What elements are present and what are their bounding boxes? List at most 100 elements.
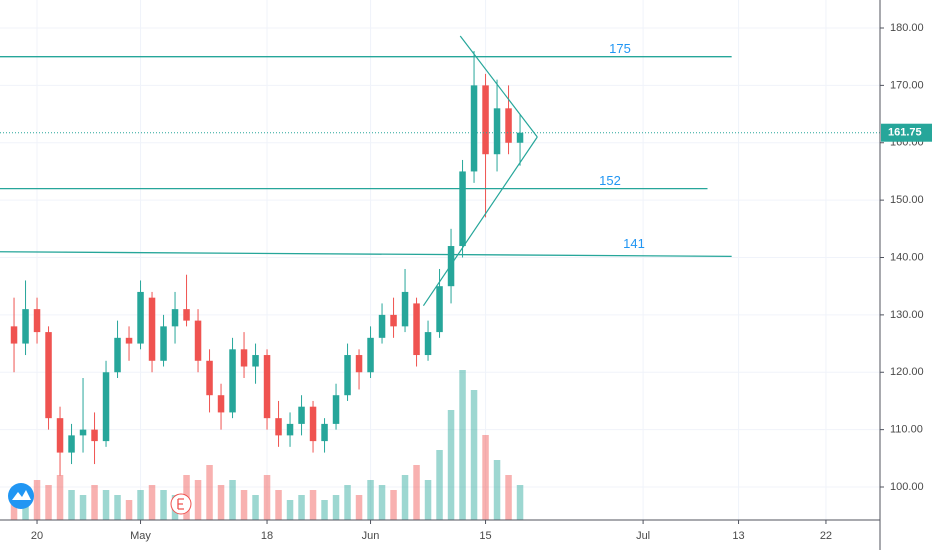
volume-bar: [45, 485, 52, 520]
volume-bar: [33, 480, 41, 520]
candle-body: [459, 171, 466, 247]
earnings-marker[interactable]: [170, 493, 192, 515]
volume-bar: [367, 480, 374, 520]
candle-body: [447, 246, 455, 287]
x-tick-label: 18: [261, 530, 273, 542]
last-price-label: 161.75: [888, 127, 922, 139]
candle-body: [45, 332, 52, 419]
volume-bar: [79, 495, 87, 520]
candle-body: [436, 286, 443, 333]
candle-body: [378, 314, 386, 338]
volume-bar: [275, 490, 282, 520]
candle-body: [321, 423, 328, 442]
candle-body: [401, 291, 409, 327]
y-tick-label: 110.00: [890, 424, 923, 436]
volume-bar: [459, 370, 466, 520]
volume-bar: [493, 460, 501, 520]
volume-bar: [401, 475, 409, 520]
volume-bar: [137, 490, 144, 520]
candle-body: [56, 418, 64, 453]
volume-bar: [148, 485, 156, 520]
level-label: 141: [623, 236, 645, 251]
earnings-icon: [177, 498, 184, 510]
last-price-box: [881, 123, 932, 142]
volume-bar: [436, 450, 443, 520]
volume-bar: [332, 495, 340, 520]
candle-body: [470, 85, 478, 172]
y-tick-label: 170.00: [890, 79, 924, 91]
volume-bar: [309, 490, 317, 520]
candle-body: [148, 297, 156, 361]
candle-body: [390, 314, 397, 327]
candle-body: [367, 337, 374, 373]
volume-bar: [298, 495, 305, 520]
x-tick-label: 15: [479, 530, 491, 542]
volume-bar: [286, 500, 294, 520]
level-label: 175: [609, 41, 631, 56]
candle-body: [424, 332, 432, 356]
candle-body: [229, 349, 236, 413]
volume-bar: [505, 475, 512, 520]
volume-bar: [217, 485, 225, 520]
volume-bar: [252, 495, 259, 520]
candle-body: [102, 372, 110, 442]
volume-bar: [424, 480, 432, 520]
x-tick-label: Jul: [636, 530, 650, 542]
candle-body: [240, 349, 248, 367]
candle-body: [22, 309, 29, 344]
y-tick-label: 130.00: [890, 309, 924, 321]
volume-bar: [390, 490, 397, 520]
candles: [10, 50, 524, 476]
x-tick-label: Jun: [362, 530, 380, 542]
x-tick-label: May: [130, 530, 151, 542]
y-tick-label: 100.00: [890, 481, 924, 493]
volume-bar: [91, 485, 98, 520]
candle-body: [252, 355, 259, 367]
candle-body: [344, 355, 351, 396]
y-tick-label: 180.00: [890, 22, 924, 34]
volume-bar: [470, 390, 478, 520]
candle-body: [125, 337, 133, 344]
candle-body: [10, 326, 18, 344]
candle-body: [505, 108, 512, 143]
volume-bar: [229, 480, 236, 520]
volume-bar: [68, 490, 75, 520]
volume-bar: [344, 485, 351, 520]
volume-bar: [413, 465, 420, 520]
volume-bar: [240, 490, 248, 520]
candle-body: [413, 303, 420, 356]
level-line: [0, 251, 732, 258]
volume-bar: [125, 500, 133, 520]
candle-body: [194, 320, 202, 361]
volume-bar: [102, 490, 110, 520]
trend-line: [422, 136, 538, 307]
candle-body: [298, 406, 305, 424]
volume-bar: [447, 410, 455, 520]
y-tick-label: 140.00: [890, 251, 924, 263]
x-tick-label: 22: [820, 530, 832, 542]
candle-body: [160, 326, 167, 361]
x-tick-label: 20: [31, 530, 43, 542]
candle-body: [79, 429, 87, 436]
candle-body: [263, 355, 271, 419]
volume-bar: [114, 495, 121, 520]
grid: [0, 0, 880, 520]
volume-bar: [355, 495, 363, 520]
candle-body: [68, 435, 75, 453]
candle-body: [183, 309, 190, 321]
candle-body: [286, 423, 294, 436]
candle-body: [33, 309, 41, 333]
volume-bar: [194, 480, 202, 520]
annotations: 175 152 141: [0, 35, 880, 307]
logo-icon: [12, 490, 31, 500]
volume-bar: [263, 475, 271, 520]
volume-bar: [516, 485, 524, 520]
trend-line: [459, 35, 538, 138]
volume-bar: [160, 490, 167, 520]
candle-body: [355, 355, 363, 373]
candle-body: [482, 85, 489, 155]
candle-body: [114, 337, 121, 373]
volume-bar: [56, 475, 64, 520]
